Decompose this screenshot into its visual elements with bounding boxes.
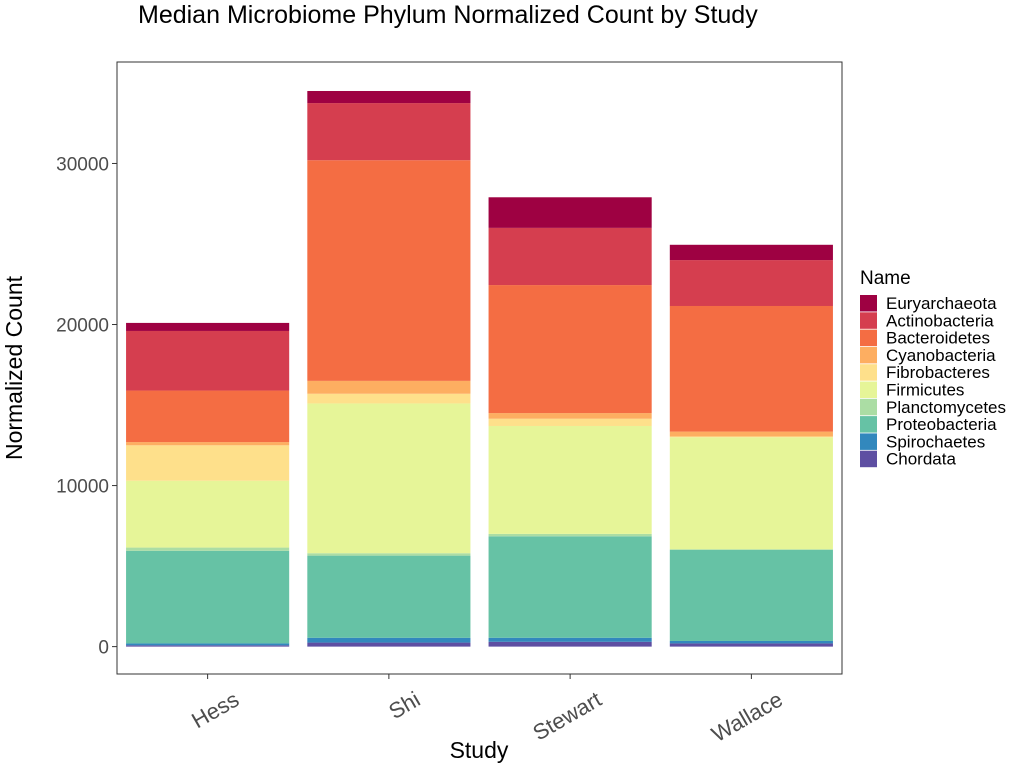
- legend-key: [860, 364, 877, 381]
- bar-segment-stewart-spirochaetes: [488, 637, 652, 642]
- legend-label: Euryarchaeota: [886, 294, 997, 313]
- bar-segment-stewart-fibrobacteres: [488, 418, 652, 426]
- bar-segment-shi-spirochaetes: [307, 637, 471, 643]
- bar-segment-shi-cyanobacteria: [307, 380, 471, 394]
- bar-segment-hess-fibrobacteres: [126, 445, 290, 481]
- legend-item: Planctomycetes: [860, 398, 1006, 417]
- legend-label: Proteobacteria: [886, 415, 997, 434]
- bar-segment-wallace-fibrobacteres: [669, 436, 833, 438]
- bar-segment-shi-actinobacteria: [307, 103, 471, 161]
- legend-key: [860, 381, 877, 398]
- bar-segment-wallace-proteobacteria: [669, 549, 833, 641]
- bar-segment-hess-chordata: [126, 645, 290, 647]
- bar-segment-stewart-proteobacteria: [488, 536, 652, 638]
- bar-segment-wallace-bacteroidetes: [669, 305, 833, 432]
- legend-label: Spirochaetes: [886, 432, 985, 451]
- legend-key: [860, 295, 877, 312]
- legend-label: Actinobacteria: [886, 311, 994, 330]
- bar-segment-shi-chordata: [307, 642, 471, 647]
- legend: Name EuryarchaeotaActinobacteriaBacteroi…: [860, 268, 1006, 469]
- bar-segment-wallace-actinobacteria: [669, 260, 833, 306]
- legend-item: Actinobacteria: [860, 311, 994, 330]
- bar-segment-hess-euryarchaeota: [126, 322, 290, 331]
- legend-key: [860, 433, 877, 450]
- bar-segment-stewart-firmicutes: [488, 425, 652, 534]
- legend-key: [860, 329, 877, 347]
- bar-segment-hess-planctomycetes: [126, 547, 290, 551]
- legend-item: Spirochaetes: [860, 432, 985, 451]
- bar-segment-stewart-euryarchaeota: [488, 197, 652, 228]
- bar-segment-shi-fibrobacteres: [307, 393, 471, 404]
- bar-segment-stewart-bacteroidetes: [488, 285, 652, 414]
- bar-segment-stewart-actinobacteria: [488, 227, 652, 286]
- legend-label: Chordata: [886, 450, 956, 469]
- x-tick-label: Stewart: [529, 687, 606, 746]
- legend-label: Bacteroidetes: [886, 329, 990, 348]
- legend-item: Euryarchaeota: [860, 294, 997, 313]
- bar-segment-shi-planctomycetes: [307, 553, 471, 556]
- bar-segment-wallace-spirochaetes: [669, 640, 833, 644]
- plot-panel-border: [116, 61, 843, 675]
- bar-segment-stewart-planctomycetes: [488, 533, 652, 537]
- y-axis: 0 10000 20000 30000: [56, 154, 117, 659]
- bar-segment-hess-spirochaetes: [126, 643, 290, 646]
- bar-segment-wallace-chordata: [669, 643, 833, 647]
- legend-item: Proteobacteria: [860, 415, 997, 434]
- y-tick-label: 10000: [56, 477, 109, 498]
- legend-item: Cyanobacteria: [860, 346, 996, 365]
- bar-segment-shi-proteobacteria: [307, 555, 471, 638]
- legend-item: Bacteroidetes: [860, 329, 990, 348]
- y-tick-label: 0: [98, 638, 109, 659]
- bar-segment-wallace-euryarchaeota: [669, 244, 833, 261]
- bar-segment-shi-bacteroidetes: [307, 160, 471, 381]
- legend-label: Cyanobacteria: [886, 346, 996, 365]
- legend-label: Firmicutes: [886, 381, 964, 400]
- x-tick-label: Shi: [384, 687, 424, 725]
- bar-segment-shi-euryarchaeota: [307, 90, 471, 104]
- x-tick-label: Hess: [187, 687, 243, 734]
- x-axis-title: Study: [450, 737, 509, 763]
- legend-item: Chordata: [860, 450, 956, 469]
- bar-segment-stewart-chordata: [488, 641, 652, 647]
- chart-title: Median Microbiome Phylum Normalized Coun…: [138, 1, 758, 29]
- legend-label: Fibrobacteres: [886, 363, 990, 382]
- bar-segment-hess-proteobacteria: [126, 550, 290, 644]
- bars-layer: [126, 90, 833, 647]
- legend-key: [860, 346, 877, 364]
- legend-items: EuryarchaeotaActinobacteriaBacteroidetes…: [860, 294, 1006, 469]
- bar-segment-wallace-planctomycetes: [669, 549, 833, 550]
- bar-segment-hess-bacteroidetes: [126, 390, 290, 443]
- y-tick-label: 20000: [56, 316, 109, 337]
- bar-segment-stewart-cyanobacteria: [488, 413, 652, 419]
- legend-key: [860, 398, 877, 416]
- legend-label: Planctomycetes: [886, 398, 1006, 417]
- bar-segment-wallace-firmicutes: [669, 437, 833, 550]
- y-tick-label: 30000: [56, 154, 109, 175]
- y-axis-title: Normalized Count: [1, 275, 27, 460]
- legend-title: Name: [860, 268, 911, 289]
- x-axis: Hess Shi Stewart Wallace: [187, 674, 787, 747]
- bar-segment-hess-actinobacteria: [126, 330, 290, 391]
- bar-segment-hess-cyanobacteria: [126, 442, 290, 446]
- legend-key: [860, 312, 877, 329]
- bar-segment-hess-firmicutes: [126, 480, 290, 548]
- legend-key: [860, 450, 877, 468]
- legend-item: Firmicutes: [860, 381, 964, 400]
- x-tick-label: Wallace: [707, 687, 787, 747]
- legend-item: Fibrobacteres: [860, 363, 990, 382]
- bar-segment-wallace-cyanobacteria: [669, 431, 833, 437]
- legend-key: [860, 416, 877, 433]
- bar-segment-shi-firmicutes: [307, 403, 471, 554]
